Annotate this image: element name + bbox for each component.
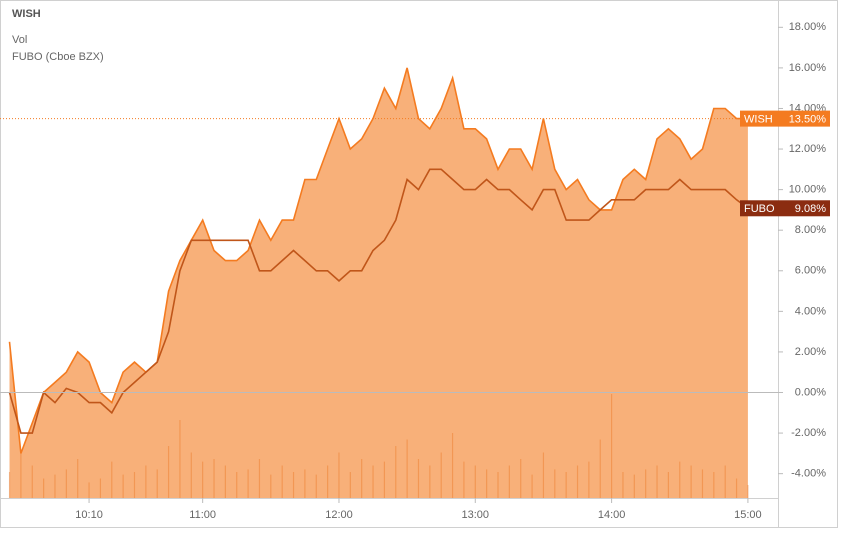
y-tick-label: 12.00% xyxy=(789,143,827,155)
x-tick-label: 15:00 xyxy=(734,509,762,521)
badge-label: FUBO xyxy=(744,203,775,215)
x-tick-label: 14:00 xyxy=(598,509,626,521)
y-tick-label: 4.00% xyxy=(795,305,826,317)
y-tick-label: 16.00% xyxy=(789,62,827,74)
y-tick-label: 6.00% xyxy=(795,265,826,277)
badge-value: 9.08% xyxy=(795,203,826,215)
x-tick-label: 12:00 xyxy=(325,509,353,521)
y-tick-label: 10.00% xyxy=(789,184,827,196)
badge-label: WISH xyxy=(744,114,773,126)
badge xyxy=(740,200,830,217)
badge xyxy=(740,110,830,127)
series-line xyxy=(8,168,749,434)
legend-entry: FUBO (Cboe BZX) xyxy=(12,51,104,63)
plot xyxy=(8,67,749,499)
legend-entry: WISH xyxy=(12,8,41,20)
x-tick-label: 10:10 xyxy=(75,509,103,521)
y-tick-label: 8.00% xyxy=(795,224,826,236)
series-area xyxy=(9,67,748,499)
legend-entry: Vol xyxy=(12,34,27,46)
volume-bar xyxy=(747,485,749,498)
y-tick-label: -2.00% xyxy=(791,427,826,439)
x-tick-label: 13:00 xyxy=(462,509,490,521)
y-tick-label: 0.00% xyxy=(795,386,826,398)
series-line xyxy=(8,67,748,454)
y-tick-label: -4.00% xyxy=(791,468,826,480)
x-tick-label: 11:00 xyxy=(189,509,216,521)
badge-value: 13.50% xyxy=(789,114,827,126)
y-tick-label: 2.00% xyxy=(795,346,826,358)
y-tick-label: 18.00% xyxy=(789,21,827,33)
